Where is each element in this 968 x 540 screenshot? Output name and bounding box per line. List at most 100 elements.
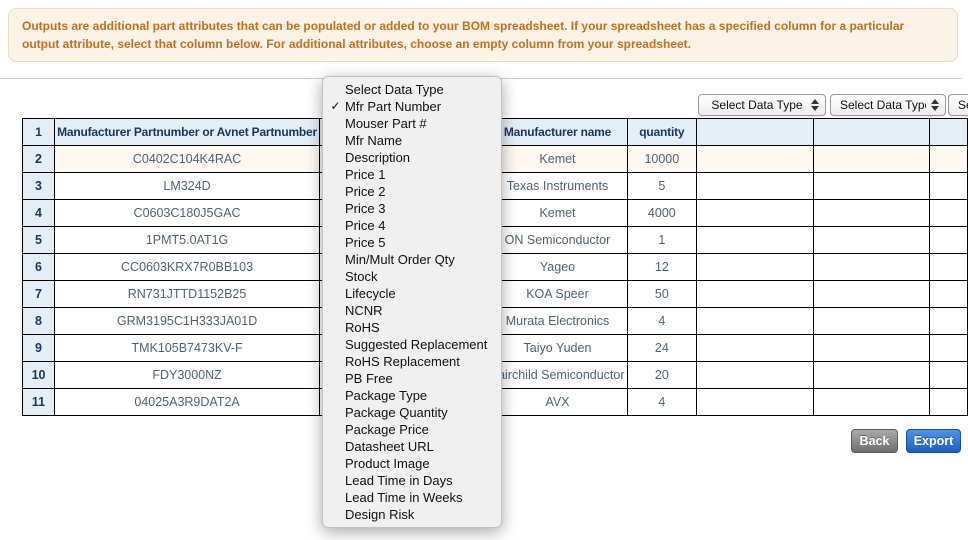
menu-item-label: Package Quantity <box>345 405 448 420</box>
menu-item-price-2[interactable]: Price 2 <box>323 183 501 200</box>
menu-item-label: NCNR <box>345 303 383 318</box>
table-row: 8 GRM3195C1H333JA01D Murata Electronics 4 <box>21 307 968 335</box>
empty-cell <box>696 226 815 254</box>
menu-item-mfr-part-number[interactable]: ✓ Mfr Part Number <box>323 98 501 115</box>
header-empty-column <box>929 118 968 146</box>
menu-item-price-5[interactable]: Price 5 <box>323 234 501 251</box>
manufacturer-cell: Texas Instruments <box>487 172 628 200</box>
empty-cell <box>696 145 815 173</box>
quantity-cell: 1 <box>626 226 698 254</box>
export-button[interactable]: Export <box>906 429 961 453</box>
quantity-cell: 20 <box>626 361 698 389</box>
part-number-cell: GRM3195C1H333JA01D <box>54 307 321 335</box>
back-button[interactable]: Back <box>851 429 898 453</box>
part-number-cell: 04025A3R9DAT2A <box>54 388 321 416</box>
quantity-cell: 50 <box>626 280 698 308</box>
part-number-cell: C0603C180J5GAC <box>54 199 321 227</box>
menu-item-label: Price 3 <box>345 201 386 216</box>
menu-item-label: Mouser Part # <box>345 116 427 131</box>
quantity-cell: 12 <box>626 253 698 281</box>
menu-item-lead-time-in-weeks[interactable]: Lead Time in Weeks <box>323 489 501 506</box>
menu-item-label: Stock <box>345 269 378 284</box>
checkmark-icon: ✓ <box>330 99 341 113</box>
menu-item-price-3[interactable]: Price 3 <box>323 200 501 217</box>
manufacturer-cell: Taiyo Yuden <box>487 334 628 362</box>
empty-cell <box>929 145 968 173</box>
row-number: 1 <box>21 118 56 146</box>
menu-item-label: Design Risk <box>345 507 415 522</box>
menu-item-label: Lead Time in Weeks <box>345 490 463 505</box>
menu-item-label: Price 2 <box>345 184 386 199</box>
empty-cell <box>813 145 931 173</box>
menu-item-label: Product Image <box>345 456 430 471</box>
row-number: 11 <box>21 388 56 416</box>
menu-item-price-4[interactable]: Price 4 <box>323 217 501 234</box>
part-number-cell: TMK105B7473KV-F <box>54 334 321 362</box>
column-data-type-select[interactable]: Select Data Type <box>948 94 968 116</box>
menu-item-label: Select Data Type <box>345 82 444 97</box>
menu-item-suggested-replacement[interactable]: Suggested Replacement <box>323 336 501 353</box>
menu-item-lifecycle[interactable]: Lifecycle <box>323 285 501 302</box>
part-number-cell: C0402C104K4RAC <box>54 145 321 173</box>
empty-cell <box>813 253 931 281</box>
menu-item-label: Price 4 <box>345 218 386 233</box>
menu-item-label: Lifecycle <box>345 286 396 301</box>
menu-item-datasheet-url[interactable]: Datasheet URL <box>323 438 501 455</box>
row-number: 10 <box>21 361 56 389</box>
part-number-cell: FDY3000NZ <box>54 361 321 389</box>
empty-cell <box>813 334 931 362</box>
part-number-cell: CC0603KRX7R0BB103 <box>54 253 321 281</box>
row-number: 6 <box>21 253 56 281</box>
manufacturer-cell: AVX <box>487 388 628 416</box>
menu-item-pb-free[interactable]: PB Free <box>323 370 501 387</box>
menu-item-mfr-name[interactable]: Mfr Name <box>323 132 501 149</box>
select-value: Select Data Type <box>840 98 926 112</box>
menu-item-price-1[interactable]: Price 1 <box>323 166 501 183</box>
column-data-type-select[interactable]: Select Data Type <box>830 94 946 116</box>
menu-item-label: Min/Mult Order Qty <box>345 252 455 267</box>
menu-item-stock[interactable]: Stock <box>323 268 501 285</box>
empty-cell <box>813 307 931 335</box>
menu-item-lead-time-in-days[interactable]: Lead Time in Days <box>323 472 501 489</box>
empty-cell <box>813 199 931 227</box>
menu-item-ncnr[interactable]: NCNR <box>323 302 501 319</box>
empty-cell <box>929 388 968 416</box>
empty-cell <box>929 280 968 308</box>
menu-item-rohs-replacement[interactable]: RoHS Replacement <box>323 353 501 370</box>
menu-item-label: Package Price <box>345 422 429 437</box>
menu-item-label: Suggested Replacement <box>345 337 488 352</box>
column-data-type-select[interactable]: Select Data Type <box>698 94 826 116</box>
menu-item-min-mult-order-qty[interactable]: Min/Mult Order Qty <box>323 251 501 268</box>
header-empty-column <box>813 118 931 146</box>
row-number: 2 <box>21 145 56 173</box>
menu-item-mouser-part-[interactable]: Mouser Part # <box>323 115 501 132</box>
menu-item-label: Mfr Part Number <box>345 99 442 114</box>
manufacturer-cell: KOA Speer <box>487 280 628 308</box>
quantity-cell: 24 <box>626 334 698 362</box>
updown-arrows-icon <box>931 99 939 111</box>
menu-item-package-type[interactable]: Package Type <box>323 387 501 404</box>
part-number-cell: RN731JTTD1152B25 <box>54 280 321 308</box>
menu-item-package-price[interactable]: Package Price <box>323 421 501 438</box>
manufacturer-cell: Kemet <box>487 199 628 227</box>
part-number-cell: 1PMT5.0AT1G <box>54 226 321 254</box>
menu-item-description[interactable]: Description <box>323 149 501 166</box>
manufacturer-cell: Fairchild Semiconductor <box>487 361 628 389</box>
empty-cell <box>813 172 931 200</box>
header-mfr-column: Manufacturer name <box>487 118 628 146</box>
menu-item-rohs[interactable]: RoHS <box>323 319 501 336</box>
quantity-cell: 4 <box>626 388 698 416</box>
empty-cell <box>929 334 968 362</box>
menu-item-label: Description <box>345 150 411 165</box>
menu-item-package-quantity[interactable]: Package Quantity <box>323 404 501 421</box>
empty-cell <box>696 334 815 362</box>
menu-item-select-data-type[interactable]: Select Data Type <box>323 81 501 98</box>
empty-cell <box>696 388 815 416</box>
menu-item-label: Package Type <box>345 388 428 403</box>
empty-cell <box>813 280 931 308</box>
quantity-cell: 4 <box>626 307 698 335</box>
empty-cell <box>696 172 815 200</box>
quantity-cell: 10000 <box>626 145 698 173</box>
menu-item-product-image[interactable]: Product Image <box>323 455 501 472</box>
menu-item-design-risk[interactable]: Design Risk <box>323 506 501 523</box>
